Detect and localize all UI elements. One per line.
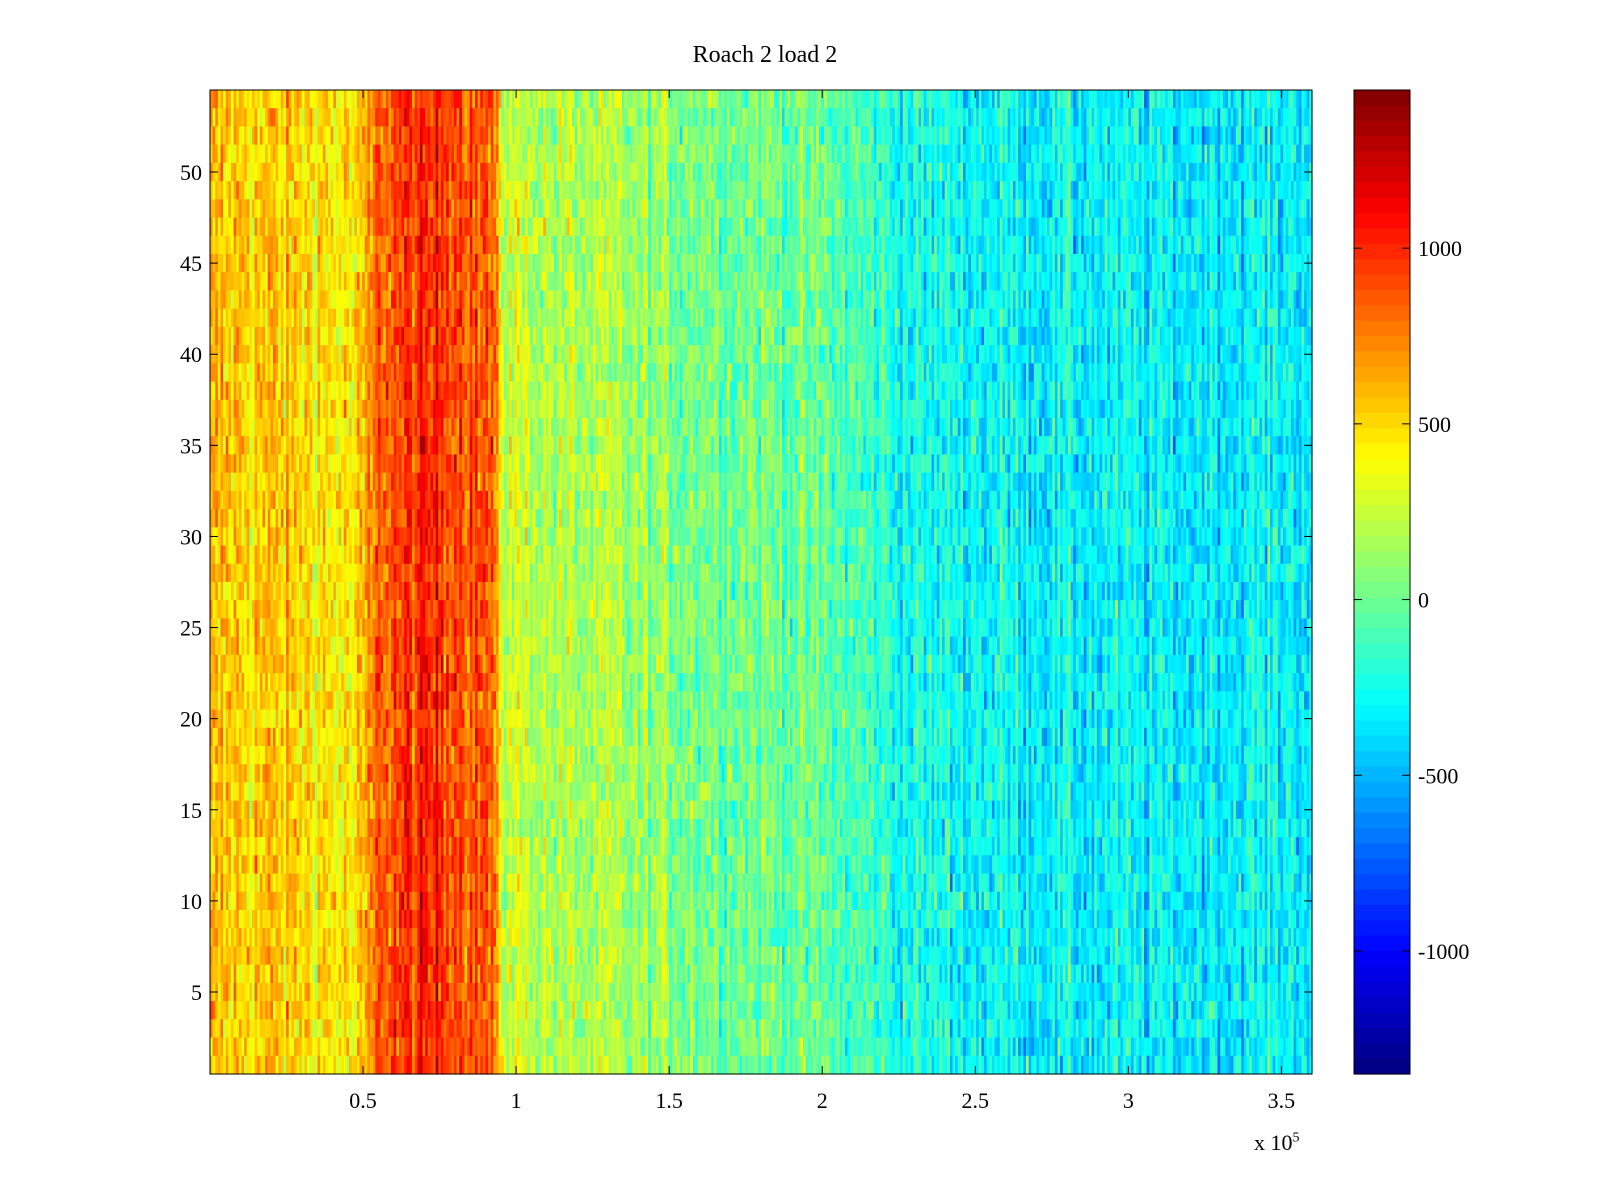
heatmap-cells (210, 90, 1313, 1075)
